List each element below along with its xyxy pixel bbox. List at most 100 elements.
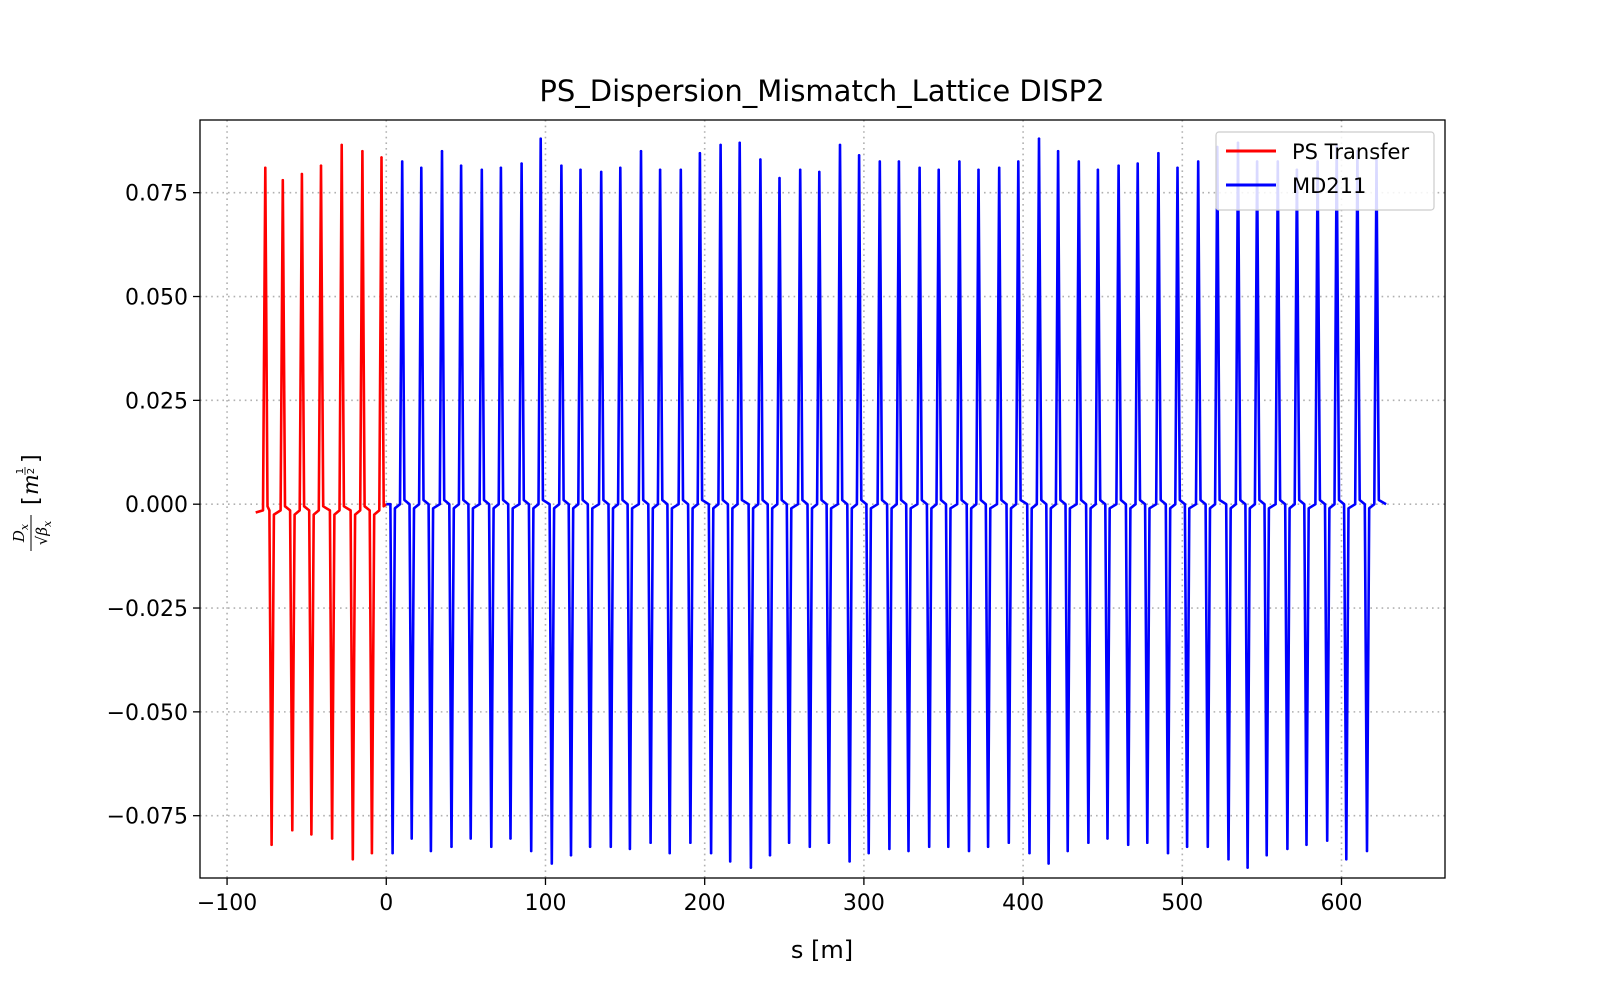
series-point <box>1028 851 1031 855</box>
series-point <box>1017 160 1020 163</box>
series-point <box>967 849 971 853</box>
series-point <box>264 166 267 169</box>
y-tick-label: 0.025 <box>125 389 188 414</box>
series-point <box>986 845 990 848</box>
series-point <box>588 845 592 848</box>
y-tick-label: −0.075 <box>107 805 188 830</box>
series-point <box>1146 841 1149 844</box>
series-point <box>848 860 851 863</box>
series-point <box>440 150 444 153</box>
series-point <box>1197 160 1200 163</box>
series-point <box>838 143 842 147</box>
y-label-unit-exp-den: 2 <box>26 468 37 474</box>
legend-label-md211: MD211 <box>1292 174 1366 198</box>
series-point <box>380 156 383 159</box>
x-axis-label: s [m] <box>791 936 853 964</box>
series-point <box>628 847 632 851</box>
series-point <box>1305 843 1308 846</box>
series-point <box>907 849 910 853</box>
series-point <box>300 172 304 176</box>
series-point <box>808 845 811 848</box>
series-point <box>310 833 313 836</box>
series-point <box>361 150 364 153</box>
y-tick-label: 0.050 <box>125 286 188 311</box>
y-tick-label: −0.025 <box>107 597 188 622</box>
series-point <box>818 170 821 174</box>
series-point <box>490 845 493 848</box>
y-tick-label: 0.075 <box>125 182 188 207</box>
series-point <box>787 841 791 844</box>
series-point <box>1206 845 1210 848</box>
series-point <box>768 854 772 857</box>
series-point <box>330 837 334 840</box>
series-point <box>1087 841 1090 844</box>
series-point <box>679 168 682 171</box>
series-point <box>778 176 781 180</box>
series-point <box>281 179 284 182</box>
series-point <box>1176 166 1179 169</box>
series-point <box>1345 858 1348 861</box>
series-point <box>401 160 404 163</box>
series-point <box>729 860 732 863</box>
y-label-denominator: √β <box>33 527 51 546</box>
series-point <box>480 168 483 171</box>
y-label-unit-base: m <box>19 474 44 495</box>
legend-label-ps-transfer: PS Transfer <box>1292 140 1409 164</box>
y-label-numerator-sub: x <box>18 523 31 530</box>
series-point <box>689 841 692 844</box>
series-point <box>420 166 423 169</box>
series-point <box>569 854 573 857</box>
series-point <box>459 164 463 167</box>
series-point <box>270 843 273 846</box>
series-point <box>619 166 622 169</box>
series-point <box>799 168 802 171</box>
series-point <box>609 845 612 848</box>
series-point <box>958 160 961 163</box>
series-point <box>391 851 394 855</box>
y-label-unit-exp-num: 1 <box>15 468 26 474</box>
series-point <box>370 851 374 855</box>
series-point <box>1106 837 1109 840</box>
series-point <box>1326 839 1329 842</box>
series-point <box>351 858 354 861</box>
series-point <box>1157 152 1160 155</box>
y-axis-label: Dx √βx [ m 1 2 ] <box>10 454 54 551</box>
series-point <box>550 862 553 865</box>
x-tick-label: 100 <box>524 891 566 916</box>
series-point <box>1365 849 1369 853</box>
series-point <box>1227 858 1230 861</box>
series-point <box>867 851 870 855</box>
series-point <box>1265 854 1268 857</box>
series-point <box>509 837 512 840</box>
series-point <box>1096 168 1100 171</box>
series-point <box>1136 162 1139 165</box>
x-tick-label: 600 <box>1321 891 1363 916</box>
series-point <box>749 866 753 869</box>
series-point <box>668 851 671 855</box>
y-label-denominator-sub: x <box>41 520 54 527</box>
series-point <box>738 141 741 144</box>
series-point <box>827 841 831 844</box>
series-point <box>1117 164 1120 167</box>
svg-text:√βx: √βx <box>33 520 54 545</box>
series-point <box>520 162 523 165</box>
series-point <box>560 164 563 167</box>
series-point <box>759 158 762 161</box>
series-point <box>1066 849 1069 853</box>
series-point <box>719 143 722 147</box>
series-point <box>539 137 542 140</box>
series-point <box>658 168 662 171</box>
series-point <box>1246 866 1249 869</box>
x-tick-label: 200 <box>684 891 726 916</box>
series-point <box>1286 847 1289 851</box>
series-point <box>1056 150 1060 153</box>
series-point <box>897 160 901 163</box>
series-point <box>1077 160 1081 163</box>
series-point <box>410 837 413 840</box>
svg-text:Dx: Dx <box>10 523 31 543</box>
series-point <box>1007 841 1010 844</box>
x-tick-label: 300 <box>843 891 885 916</box>
series-point <box>639 150 643 153</box>
series-point <box>530 849 533 853</box>
